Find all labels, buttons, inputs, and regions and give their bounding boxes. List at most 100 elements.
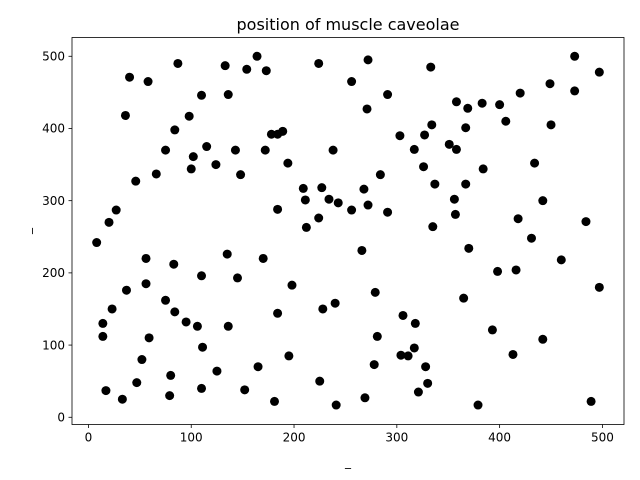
plot-frame <box>71 37 625 425</box>
data-point-27 <box>181 317 191 327</box>
data-point-118 <box>487 325 497 335</box>
y-axis: 0 100 200 300 400 500 <box>42 49 72 424</box>
data-point-110 <box>459 293 469 303</box>
data-point-100 <box>423 378 433 388</box>
data-point-31 <box>192 321 202 331</box>
data-point-18 <box>151 169 161 179</box>
x-tick-label-400: 400 <box>488 431 511 445</box>
data-point-11 <box>131 176 141 186</box>
data-point-94 <box>409 343 419 353</box>
data-point-30 <box>188 152 198 162</box>
data-point-2 <box>98 331 108 341</box>
y-tick-label-400: 400 <box>42 122 65 136</box>
data-point-101 <box>426 62 436 72</box>
data-point-3 <box>101 386 111 396</box>
data-point-24 <box>170 307 180 317</box>
data-point-121 <box>501 116 511 126</box>
data-point-129 <box>538 196 548 206</box>
data-point-131 <box>546 120 556 130</box>
data-point-36 <box>202 142 212 152</box>
data-point-5 <box>107 304 117 314</box>
data-point-26 <box>173 58 183 68</box>
data-point-83 <box>369 360 379 370</box>
data-point-93 <box>409 144 419 154</box>
data-point-39 <box>220 61 230 71</box>
data-point-82 <box>363 200 373 210</box>
data-point-126 <box>526 233 536 243</box>
data-point-0 <box>92 238 102 248</box>
data-point-58 <box>278 126 288 136</box>
y-axis-label: _ <box>19 227 33 235</box>
data-point-119 <box>493 266 503 276</box>
data-point-116 <box>477 98 487 108</box>
data-point-12 <box>132 378 142 388</box>
data-point-89 <box>395 131 405 141</box>
data-point-84 <box>370 287 380 297</box>
data-point-28 <box>184 111 194 121</box>
data-point-38 <box>212 366 222 376</box>
data-point-59 <box>283 158 293 168</box>
data-point-48 <box>252 51 262 61</box>
data-point-114 <box>464 243 474 253</box>
data-point-17 <box>144 333 154 343</box>
data-point-115 <box>473 400 483 410</box>
data-point-97 <box>419 162 429 172</box>
x-tick-label-300: 300 <box>385 431 408 445</box>
data-point-60 <box>284 351 294 361</box>
data-point-81 <box>363 55 373 65</box>
data-point-49 <box>253 362 263 372</box>
y-tick-label-500: 500 <box>42 49 65 63</box>
data-point-64 <box>301 222 311 232</box>
y-tick-label-0: 0 <box>57 410 65 424</box>
data-point-102 <box>427 120 437 130</box>
data-point-66 <box>314 213 324 223</box>
data-point-52 <box>261 66 271 76</box>
data-point-104 <box>430 179 440 189</box>
data-point-65 <box>314 58 324 68</box>
data-point-19 <box>161 145 171 155</box>
data-point-79 <box>360 393 370 403</box>
data-point-77 <box>357 245 367 255</box>
points-layer <box>92 51 604 410</box>
data-point-87 <box>383 90 393 100</box>
data-point-125 <box>515 88 525 98</box>
data-point-50 <box>258 253 268 263</box>
data-point-72 <box>330 298 340 308</box>
data-point-43 <box>230 145 240 155</box>
x-axis-label: _ <box>344 455 352 469</box>
data-point-46 <box>240 385 250 395</box>
data-point-76 <box>347 205 357 215</box>
x-tick-label-200: 200 <box>283 431 306 445</box>
data-point-137 <box>594 67 604 77</box>
data-point-35 <box>197 383 207 393</box>
data-point-109 <box>451 144 461 154</box>
data-point-51 <box>260 145 270 155</box>
data-point-92 <box>403 351 413 361</box>
data-point-41 <box>223 90 233 100</box>
data-point-111 <box>461 123 471 133</box>
data-point-88 <box>383 207 393 217</box>
data-point-75 <box>347 77 357 87</box>
data-point-34 <box>198 342 208 352</box>
data-point-134 <box>570 86 580 96</box>
data-point-57 <box>273 308 283 318</box>
data-point-62 <box>298 183 308 193</box>
data-point-105 <box>444 139 454 149</box>
data-point-113 <box>463 103 473 113</box>
data-point-14 <box>141 253 151 263</box>
data-point-4 <box>104 217 114 227</box>
data-point-40 <box>222 249 232 259</box>
data-point-42 <box>223 321 233 331</box>
data-point-47 <box>242 64 252 74</box>
y-tick-label-300: 300 <box>42 194 65 208</box>
data-point-37 <box>211 160 221 170</box>
x-axis: 0 100 200 300 400 500 <box>85 424 614 445</box>
data-point-86 <box>375 170 385 180</box>
y-tick-label-200: 200 <box>42 266 65 280</box>
data-point-23 <box>169 259 179 269</box>
data-point-70 <box>324 194 334 204</box>
data-point-61 <box>287 280 297 290</box>
data-point-122 <box>508 349 518 359</box>
data-point-120 <box>495 100 505 110</box>
data-point-1 <box>98 318 108 328</box>
